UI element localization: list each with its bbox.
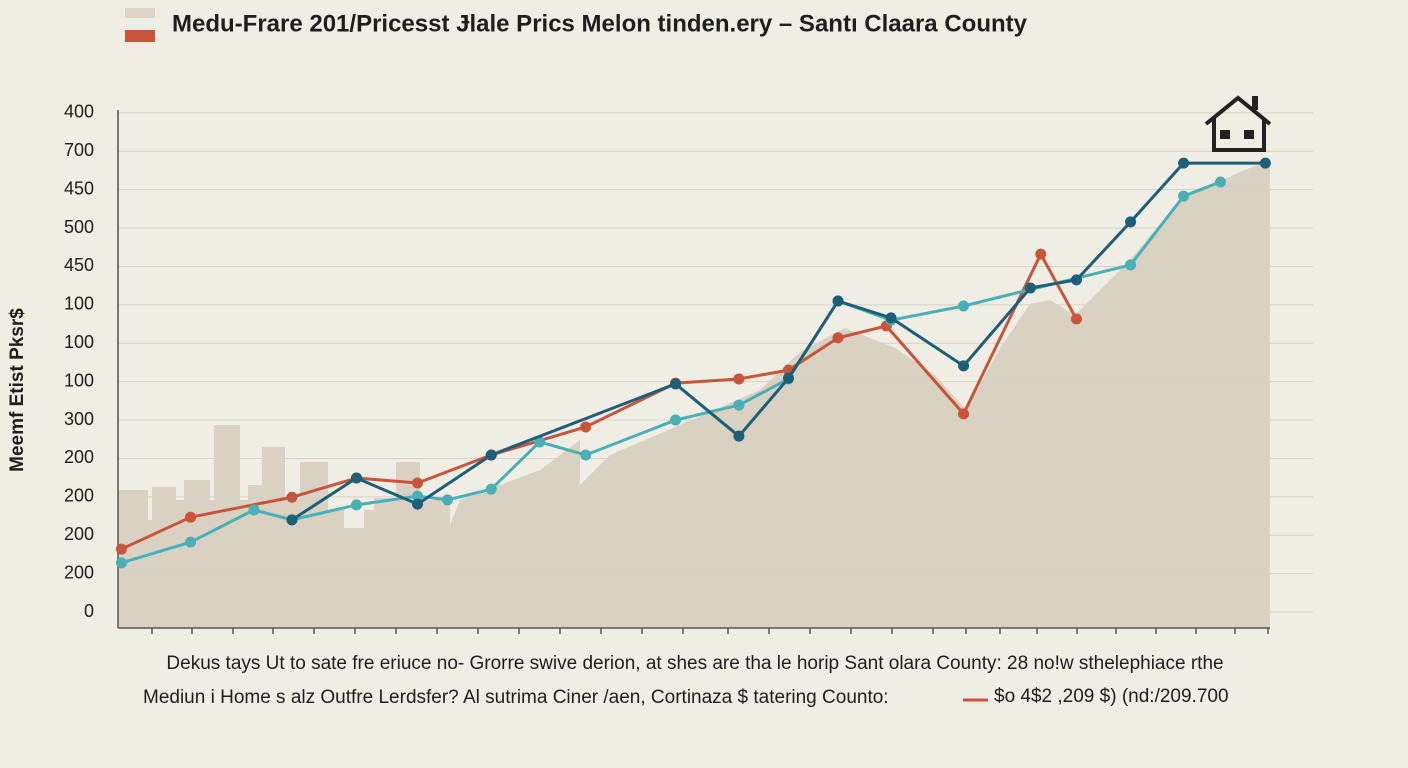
point [350,499,362,511]
point [1178,157,1190,169]
point [1035,248,1047,260]
legend-swatch [125,8,155,18]
point [1214,176,1226,188]
point [958,360,970,372]
plot [115,157,1271,569]
point [832,295,844,307]
y-tick-label: 200 [64,524,94,544]
point [115,543,127,555]
y-tick-label: 700 [64,140,94,160]
y-tick-label: 500 [64,217,94,237]
point [670,414,682,426]
point [350,472,362,484]
point [958,408,970,420]
point [782,372,794,384]
point [485,483,497,495]
y-axis-label: Meemf Etist Pksr$ [7,308,28,472]
point [580,421,592,433]
point [412,498,424,510]
point [485,449,497,461]
legend-swatch [125,30,155,42]
point [441,494,453,506]
y-tick-label: 450 [64,178,94,198]
chart-title: Medu-Frare 201/Pricesst Ɉlale Prics Melo… [172,10,1028,37]
grid [118,112,1313,613]
point [670,378,682,390]
point [733,430,745,442]
y-tick-label: 200 [64,486,94,506]
y-tick-label: 0 [84,601,94,621]
background-area [118,160,1270,628]
point [1070,274,1082,286]
point [1178,190,1190,202]
point [733,399,745,411]
point [412,490,424,502]
y-tick-label: 400 [64,102,94,122]
y-tick-label: 100 [64,294,94,314]
y-tick-label: 100 [64,332,94,352]
point [1125,216,1137,228]
y-tick-label: 200 [64,562,94,582]
caption-line: Dekus tays Ut to sate fre eriuce no- Gro… [166,653,1223,674]
x-ticks [151,628,1269,634]
point [580,449,592,461]
point [1259,157,1271,169]
point [115,557,127,569]
house-icon [1204,95,1272,152]
point [958,300,970,312]
point [185,536,197,548]
point [534,436,546,448]
y-tick-label: 300 [64,409,94,429]
point [1024,282,1036,294]
point [248,504,260,516]
caption-line: Mediun i Home s alz Outfre Lerdsfer? Al … [143,687,889,708]
point [1125,259,1137,271]
point [185,511,197,523]
point [885,312,897,324]
point [733,373,745,385]
point [412,477,424,489]
y-tick-label: 450 [64,255,94,275]
point [286,491,298,503]
point [1070,313,1082,325]
point [832,332,844,344]
y-tick-label: 200 [64,447,94,467]
point [286,514,298,526]
legend-note: $o 4$2 ,209 $) (nd:/209.700 [994,686,1229,707]
y-tick-label: 100 [64,370,94,390]
